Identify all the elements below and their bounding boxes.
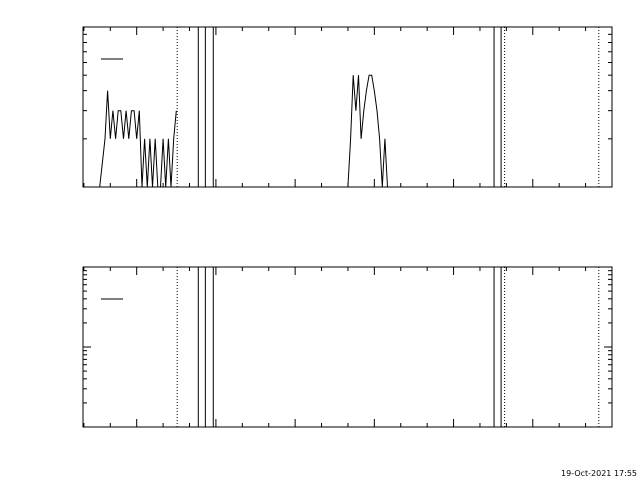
panel-lo [82,26,613,188]
timestamp: 19-Oct-2021 17:55 [561,469,637,478]
plot-frame [82,266,613,428]
series-line [347,74,391,188]
plot-frame [82,26,613,188]
panel-hi [82,266,613,428]
series-line [99,90,177,188]
